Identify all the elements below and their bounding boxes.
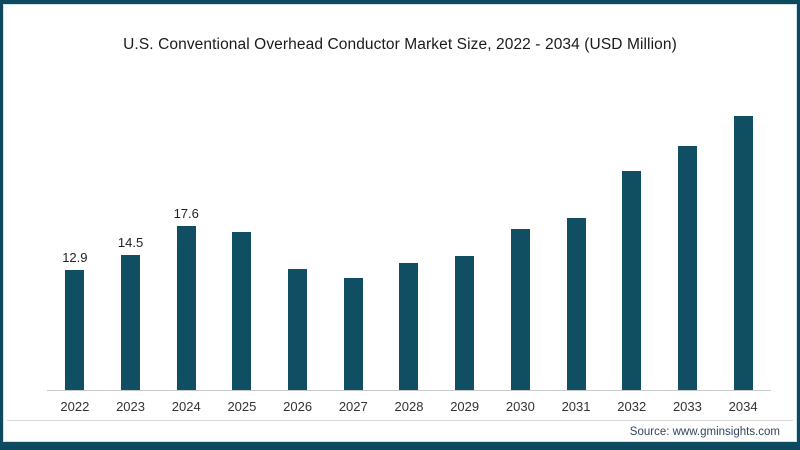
x-tick-label-2024: 2024 — [171, 399, 201, 414]
x-tick-label-2023: 2023 — [116, 399, 145, 414]
bar-2030 — [510, 229, 530, 390]
bar-2026 — [288, 269, 308, 390]
chart-panel: U.S. Conventional Overhead Conductor Mar… — [3, 4, 797, 442]
bar-2034 — [733, 115, 753, 390]
x-tick-label-2022: 2022 — [60, 399, 90, 414]
bar-2033 — [677, 146, 697, 390]
bar-2027 — [343, 277, 363, 390]
bar-2025 — [232, 231, 252, 390]
x-tick-label-2033: 2033 — [672, 399, 702, 414]
x-tick-label-2029: 2029 — [450, 399, 480, 414]
bar-column-2032 — [604, 71, 660, 390]
bar-column-2029 — [437, 71, 493, 390]
bar-column-2024: 17.6 — [158, 71, 214, 390]
bar-column-2030 — [493, 71, 549, 390]
x-tick-label-2027: 2027 — [338, 399, 368, 414]
bar-2022 — [65, 270, 85, 390]
bar-2029 — [455, 256, 475, 390]
bar-column-2022: 12.9 — [47, 71, 103, 390]
bar-column-2031 — [548, 71, 604, 390]
bar-column-2033 — [660, 71, 716, 390]
x-tick-label-2028: 2028 — [394, 399, 424, 414]
x-tick-label-2025: 2025 — [227, 399, 257, 414]
plot-area: 12.9 14.5 17.6 — [47, 71, 771, 391]
chart-title: U.S. Conventional Overhead Conductor Mar… — [123, 36, 677, 53]
bar-2023 — [121, 255, 141, 390]
bar-2032 — [622, 171, 642, 390]
x-tick-label-2030: 2030 — [505, 399, 535, 414]
bar-2031 — [566, 217, 586, 390]
bar-value-label-2023: 14.5 — [117, 235, 144, 251]
bar-column-2025 — [214, 71, 270, 390]
x-tick-label-2026: 2026 — [283, 399, 313, 414]
bar-column-2023: 14.5 — [103, 71, 159, 390]
bar-column-2034 — [715, 71, 771, 390]
bar-2024 — [176, 226, 196, 390]
x-tick-label-2031: 2031 — [561, 399, 591, 414]
bar-column-2028 — [381, 71, 437, 390]
bar-value-label-2024: 17.6 — [173, 206, 199, 222]
x-tick-label-2032: 2032 — [617, 399, 647, 414]
footer-divider — [7, 420, 793, 421]
bar-2028 — [399, 262, 419, 390]
bar-column-2026 — [270, 71, 326, 390]
x-tick-label-2034: 2034 — [728, 399, 758, 414]
bar-column-2027 — [325, 71, 381, 390]
source-attribution: Source: www.gminsights.com — [629, 426, 780, 438]
bar-value-label-2022: 12.9 — [62, 250, 88, 265]
x-axis-ticks: 2022 2023 2024 2025 2026 2027 2028 2029 2030 2031… — [47, 391, 771, 414]
